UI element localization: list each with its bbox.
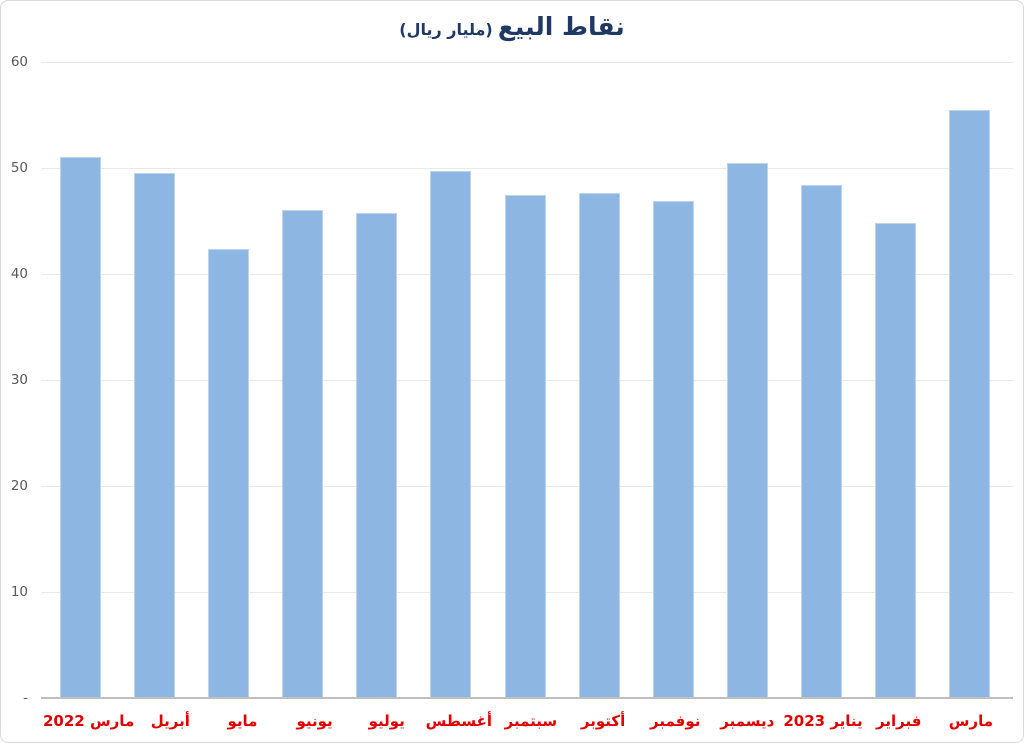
y-tick-label: 60 [10, 54, 28, 70]
chart-title-unit: (مليار ريال) [399, 20, 493, 39]
gridline [41, 168, 1013, 169]
x-tick-label: يوليو [368, 712, 405, 730]
bar-slot [340, 62, 414, 698]
bar-سبتمبر [504, 194, 546, 698]
gridline [41, 62, 1013, 63]
bar-slot [43, 62, 117, 698]
x-tick-label: ديسمبر [720, 712, 775, 730]
bar-slot [859, 62, 933, 698]
bar-slot [785, 62, 859, 698]
x-tick-label: يونيو [296, 712, 333, 730]
y-tick-label: - [23, 690, 28, 706]
x-tick-label: فبراير [876, 712, 922, 730]
x-tick-label: أكتوبر [580, 712, 626, 730]
bar-يناير 2023 [801, 184, 843, 698]
x-tick-label: مارس 2022 [43, 712, 135, 730]
x-tick-label: سبتمبر [504, 712, 558, 730]
bar-مايو [207, 248, 249, 698]
x-tick-label: نوفمبر [649, 712, 701, 730]
x-tick-label: أبريل [150, 712, 190, 730]
y-tick-label: 30 [10, 372, 28, 388]
bar-slot [933, 62, 1007, 698]
x-tick-label: أغسطس [425, 712, 493, 730]
bar-أبريل [133, 173, 175, 698]
bar-مارس 2022 [59, 157, 101, 698]
y-tick-label: 20 [10, 478, 28, 494]
bar-slot [191, 62, 265, 698]
plot-area [41, 62, 1013, 698]
y-tick-label: 40 [10, 266, 28, 282]
bar-أكتوبر [578, 193, 620, 698]
bar-slot [265, 62, 339, 698]
bar-مارس [949, 109, 991, 698]
x-tick-label: يناير 2023 [783, 712, 863, 730]
y-axis: 60 50 40 30 20 10 - [1, 54, 28, 706]
bar-slot [488, 62, 562, 698]
bar-يونيو [282, 210, 324, 698]
bars-row [43, 62, 1007, 698]
bar-فبراير [875, 223, 917, 698]
bar-slot [414, 62, 488, 698]
bar-ديسمبر [726, 162, 768, 698]
chart-title-main: نقاط البيع [497, 12, 625, 41]
x-tick-label: مايو [227, 712, 258, 730]
x-tick-label: مارس [948, 712, 993, 730]
bar-نوفمبر [652, 200, 694, 698]
bar-يوليو [356, 212, 398, 698]
bar-أغسطس [430, 171, 472, 698]
bar-slot [117, 62, 191, 698]
x-axis-line [41, 697, 1013, 699]
bar-slot [710, 62, 784, 698]
bar-slot [636, 62, 710, 698]
x-axis: مارس 2022 أبريل مايو يونيو يوليو أغسطس سبتمبر أ… [43, 706, 1007, 736]
bar-slot [562, 62, 636, 698]
chart-title: نقاط البيع (مليار ريال) [1, 9, 1023, 48]
y-tick-label: 10 [10, 584, 28, 600]
y-tick-label: 50 [10, 160, 28, 176]
